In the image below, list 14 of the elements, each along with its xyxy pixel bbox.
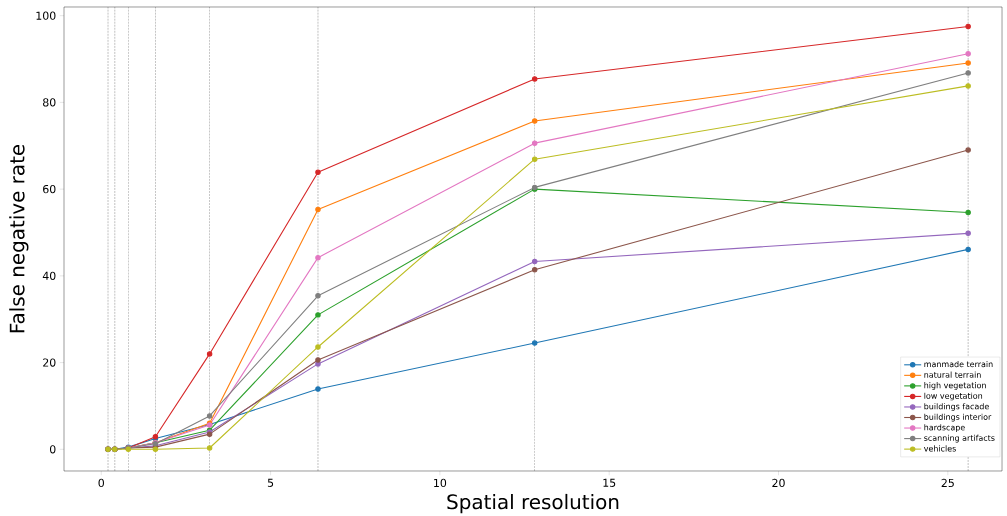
x-tick-label: 25 [941,478,954,487]
x-tick-label: 10 [434,478,447,487]
x-axis-title: Spatial resolution [447,493,619,513]
y-tick-label: 0 [49,444,56,454]
x-tick-label: 0 [98,478,104,487]
y-tick-label: 60 [43,184,56,194]
x-tick-label: 20 [772,478,785,487]
y-tick-label: 40 [42,271,56,280]
x-tick-label: 15 [603,478,616,487]
y-tick-label: 80 [43,98,56,107]
y-tick-label: 100 [36,11,56,20]
x-tick-label: 5 [267,478,274,487]
y-axis-title: False negative rate [9,144,29,332]
y-tick-label: 20 [43,358,56,367]
